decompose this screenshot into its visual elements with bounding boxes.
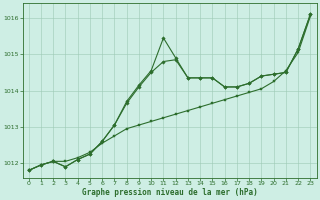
X-axis label: Graphe pression niveau de la mer (hPa): Graphe pression niveau de la mer (hPa) [82, 188, 257, 197]
